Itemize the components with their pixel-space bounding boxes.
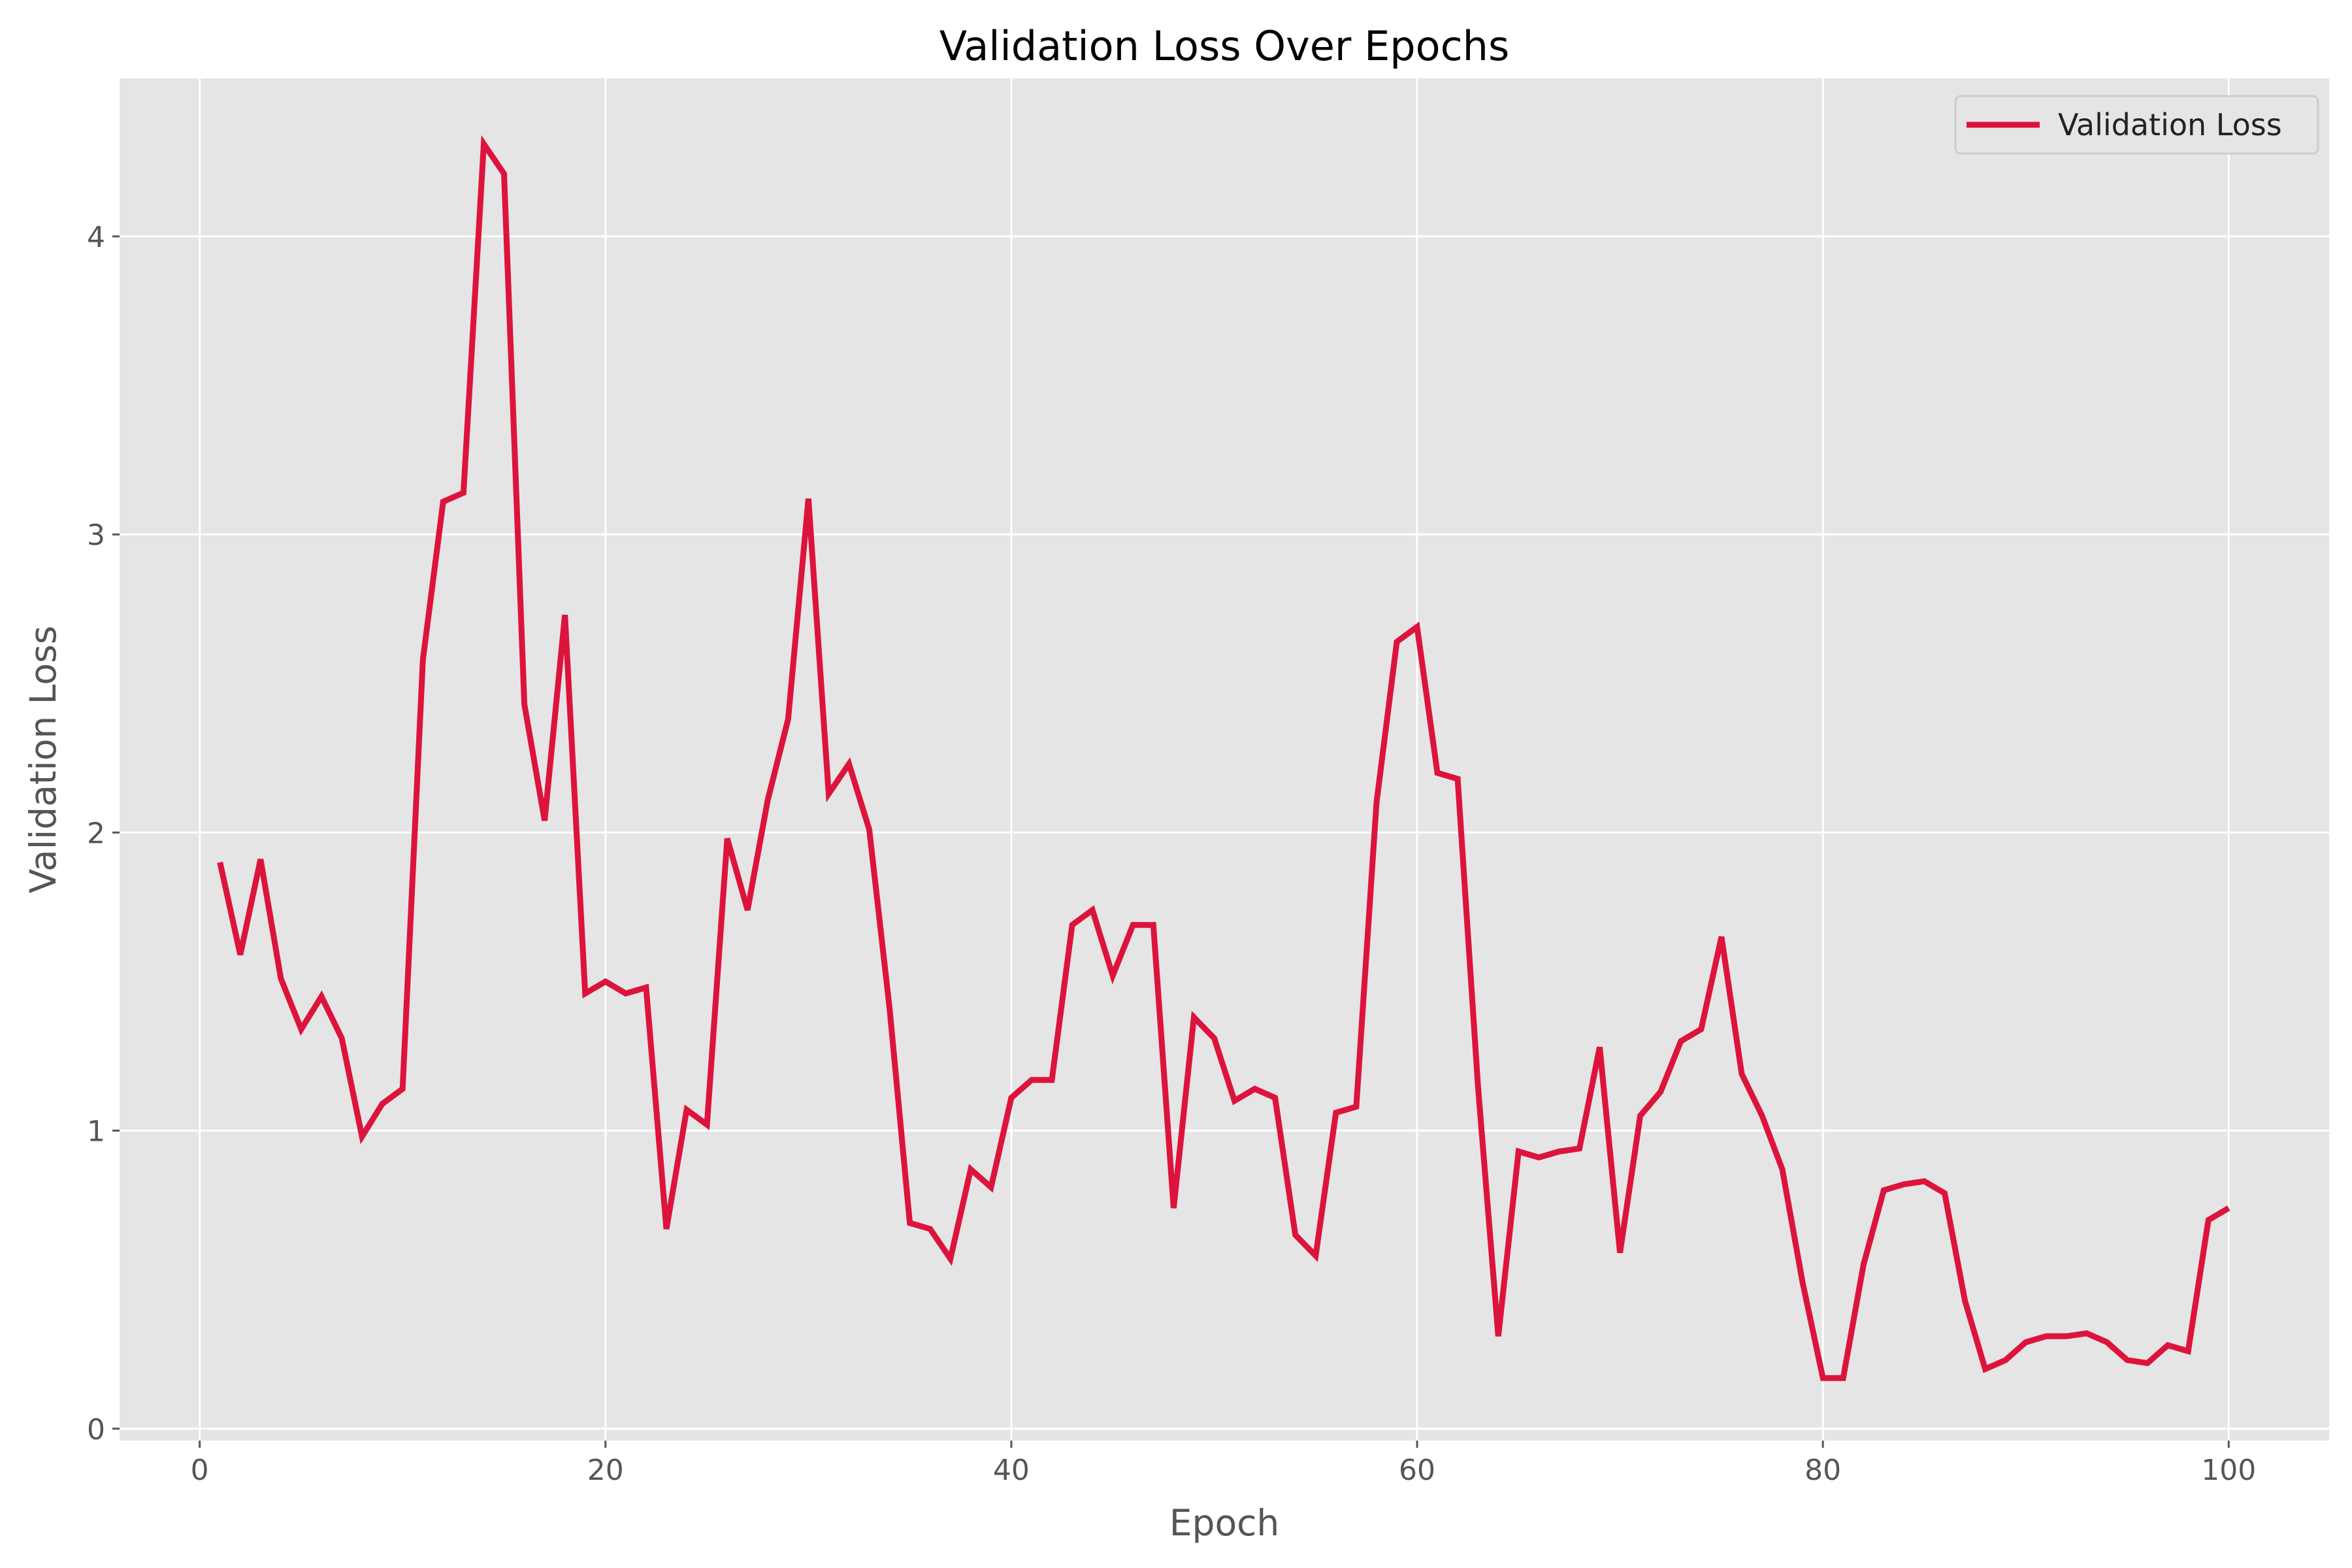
series-line [217,135,2230,1381]
y-tick-label: 3 [87,519,105,552]
legend-box [1954,95,2319,155]
grid-lines [120,78,2329,1441]
y-axis-label: Validation Loss [22,626,64,894]
legend: Validation Loss [1954,95,2319,155]
y-tick-label: 0 [87,1413,105,1446]
x-tick-label: 0 [191,1454,209,1487]
y-axis: 0 1 2 3 4 [87,221,120,1446]
plot-area [120,78,2329,1441]
x-axis: 0 20 40 60 80 100 [191,1441,2256,1487]
x-tick-label: 20 [587,1454,624,1487]
legend-label: Validation Loss [2058,107,2282,142]
x-tick-label: 60 [1399,1454,1435,1487]
y-tick-label: 1 [87,1115,105,1149]
y-tick-label: 2 [87,817,105,850]
x-axis-label: Epoch [1169,1502,1279,1544]
y-tick-label: 4 [87,221,105,254]
x-tick-label: 80 [1805,1454,1841,1487]
x-tick-label: 100 [2201,1454,2256,1487]
series-lines [217,135,2230,1381]
x-tick-label: 40 [993,1454,1030,1487]
chart-title: Validation Loss Over Epochs [939,22,1510,70]
